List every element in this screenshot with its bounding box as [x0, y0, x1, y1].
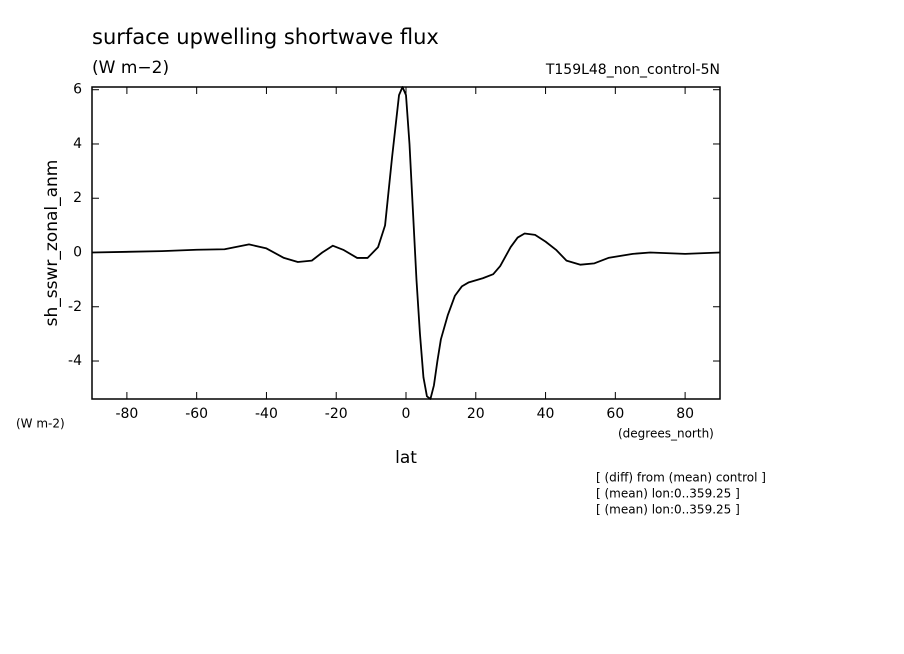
x-tick-label: -80 — [115, 406, 138, 422]
note: [ (diff) from (mean) control ] — [596, 471, 766, 485]
x-tick-label: 80 — [676, 406, 694, 422]
x-tick-label: -20 — [325, 406, 348, 422]
data-line — [91, 86, 721, 400]
x-tick-label: 60 — [606, 406, 624, 422]
x-tick-label: 0 — [402, 406, 411, 422]
x-units: (degrees_north) — [618, 427, 714, 441]
y-tick-label: 4 — [73, 136, 82, 152]
y-units: (W m-2) — [16, 417, 65, 431]
x-tick-label: 40 — [537, 406, 555, 422]
y-axis-label: sh_sswr_zonal_anm — [42, 160, 62, 327]
y-tick-label: -2 — [68, 299, 82, 315]
chart-title: surface upwelling shortwave flux — [92, 25, 439, 49]
x-axis-label: lat — [395, 448, 417, 468]
note: [ (mean) lon:0..359.25 ] — [596, 487, 740, 501]
note: [ (mean) lon:0..359.25 ] — [596, 503, 740, 517]
x-tick-label: -40 — [255, 406, 278, 422]
y-tick-label: 0 — [73, 244, 82, 260]
subtitle: (W m−2) — [92, 58, 169, 78]
y-tick-label: 6 — [73, 82, 82, 98]
y-tick-label: -4 — [68, 353, 82, 369]
annotation: T159L48_non_control-5N — [545, 62, 720, 78]
x-tick-label: -60 — [185, 406, 208, 422]
y-tick-label: 2 — [73, 190, 82, 206]
x-tick-label: 20 — [467, 406, 485, 422]
